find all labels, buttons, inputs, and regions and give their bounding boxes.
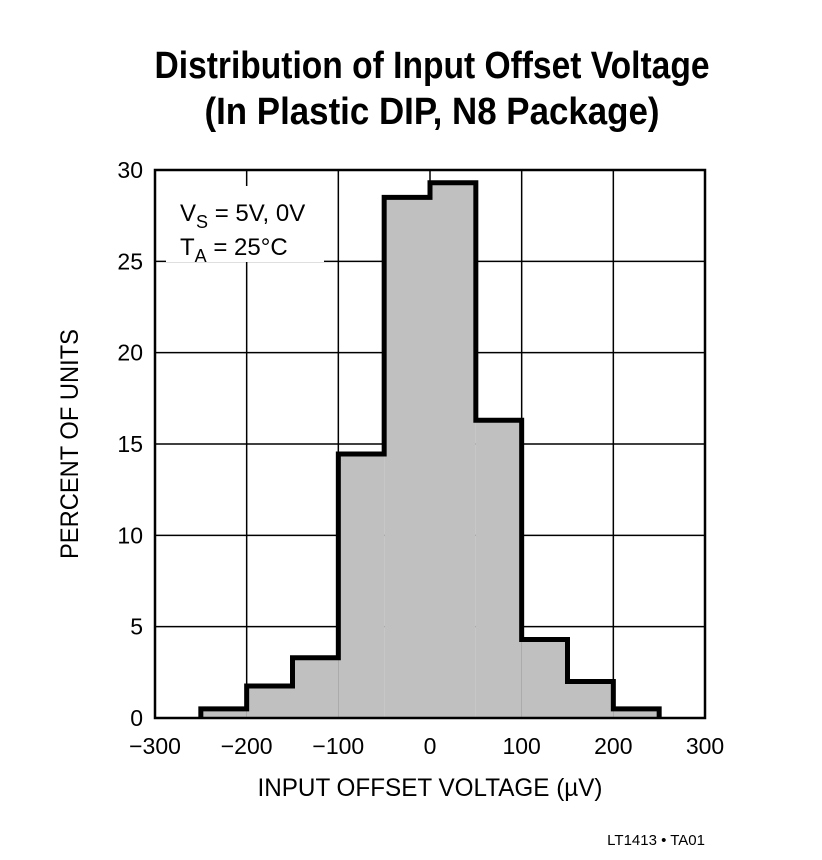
y-tick-label: 5 bbox=[130, 614, 143, 640]
bar bbox=[200, 708, 247, 718]
bar bbox=[338, 454, 385, 718]
annotation: TA = 25°C bbox=[180, 234, 288, 266]
y-tick-label: 15 bbox=[117, 431, 143, 457]
footer: LT1413 • TA01 bbox=[607, 832, 705, 849]
annotation: VS = 5V, 0V bbox=[180, 200, 305, 232]
bar bbox=[567, 681, 614, 718]
x-axis-label: INPUT OFFSET VOLTAGE (µV) bbox=[258, 774, 603, 802]
chart-subtitle: (In Plastic DIP, N8 Package) bbox=[205, 91, 660, 133]
annotation-box bbox=[166, 186, 324, 262]
bar bbox=[613, 708, 660, 718]
x-tick-label: −100 bbox=[312, 733, 364, 759]
annotation-rest: = 5V, 0V bbox=[208, 200, 305, 227]
chart-title: Distribution of Input Offset Voltage bbox=[155, 45, 710, 87]
bar bbox=[430, 182, 476, 718]
x-tick-label: 300 bbox=[686, 733, 724, 759]
x-tick-label: 100 bbox=[502, 733, 540, 759]
y-tick-label: 0 bbox=[130, 705, 143, 731]
annotation-sub: A bbox=[195, 246, 207, 266]
y-tick-label: 25 bbox=[117, 248, 143, 274]
bar bbox=[292, 657, 339, 718]
bar bbox=[384, 197, 430, 718]
annotation-main: V bbox=[180, 200, 196, 227]
bar bbox=[246, 686, 293, 718]
annotation-main: T bbox=[180, 234, 195, 261]
histogram-outline bbox=[198, 180, 662, 718]
y-tick-label: 20 bbox=[117, 340, 143, 366]
annotation-rest: = 25°C bbox=[207, 234, 288, 261]
annotation-sub: S bbox=[196, 212, 208, 232]
x-tick-label: −200 bbox=[221, 733, 273, 759]
x-tick-label: 200 bbox=[594, 733, 632, 759]
bar bbox=[475, 420, 522, 718]
y-tick-label: 30 bbox=[117, 157, 143, 183]
plot-frame bbox=[153, 168, 707, 720]
y-tick-label: 10 bbox=[117, 522, 143, 548]
x-tick-label: 0 bbox=[424, 733, 437, 759]
bar bbox=[521, 639, 568, 718]
y-axis-label: PERCENT OF UNITS bbox=[56, 329, 84, 559]
x-tick-label: −300 bbox=[129, 733, 181, 759]
